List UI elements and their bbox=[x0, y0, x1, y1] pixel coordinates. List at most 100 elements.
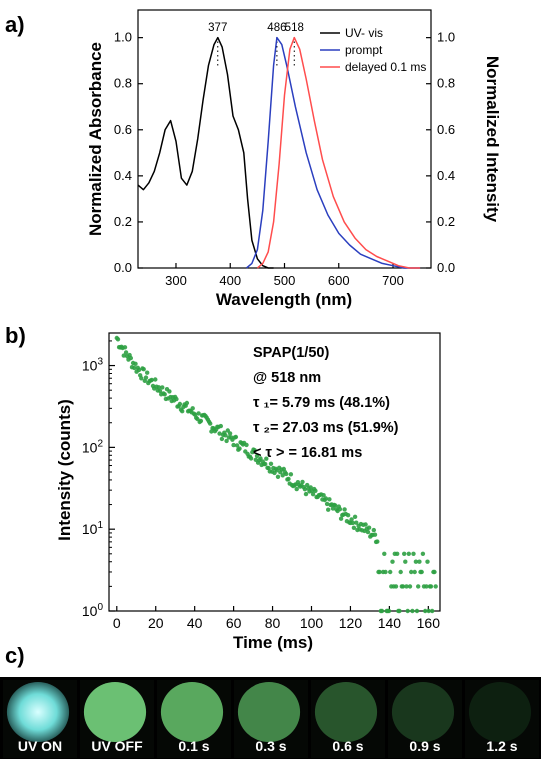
decay-point bbox=[303, 491, 309, 497]
decay-point bbox=[294, 486, 299, 492]
panel-b: b) 0 20 40 60 80 100 120 140 160 100 101 102 103 SP… bbox=[5, 323, 441, 652]
decay-point bbox=[345, 513, 351, 518]
panel-a-x-axis: 300 400 500 600 700 bbox=[165, 263, 404, 288]
decay-point bbox=[157, 388, 163, 394]
panel-a-y-axis-title: Normalized Absorbance bbox=[86, 42, 105, 236]
x-tick-label: 80 bbox=[265, 615, 281, 631]
decay-point bbox=[388, 569, 393, 575]
decay-point bbox=[231, 442, 236, 448]
decay-point bbox=[406, 551, 411, 556]
y-tick-label-right: 0.0 bbox=[437, 260, 455, 275]
x-tick-label: 0 bbox=[113, 615, 121, 631]
y-tick-label: 0.0 bbox=[114, 260, 132, 275]
decay-point bbox=[330, 506, 336, 511]
decay-point bbox=[428, 584, 434, 589]
decay-point bbox=[383, 569, 388, 575]
x-tick-label: 60 bbox=[226, 615, 242, 631]
decay-point bbox=[227, 431, 233, 436]
x-tick-label: 300 bbox=[165, 273, 187, 288]
decay-point bbox=[252, 448, 257, 453]
decay-point bbox=[333, 503, 338, 508]
decay-point bbox=[337, 507, 343, 512]
decay-point bbox=[403, 559, 408, 564]
photo-frame-label: 0.6 s bbox=[332, 738, 363, 754]
decay-point bbox=[286, 476, 291, 482]
decay-point bbox=[419, 569, 424, 575]
decay-point bbox=[423, 608, 428, 614]
decay-point bbox=[386, 608, 392, 614]
decay-point bbox=[248, 456, 254, 461]
decay-point bbox=[313, 488, 318, 493]
decay-point bbox=[371, 527, 376, 533]
decay-point bbox=[284, 471, 289, 477]
x-tick-label: 600 bbox=[328, 273, 350, 288]
panel-a-right-axis: 0.0 0.2 0.4 0.6 0.8 1.0 bbox=[426, 30, 455, 275]
panel-a-left-axis: 0.0 0.2 0.4 0.6 0.8 1.0 bbox=[114, 30, 143, 275]
decay-point bbox=[430, 608, 435, 614]
panel-a-series bbox=[137, 36, 421, 269]
decay-point bbox=[417, 559, 422, 564]
decay-point bbox=[141, 367, 146, 372]
panel-b-decay-points bbox=[114, 335, 438, 614]
decay-point bbox=[402, 551, 407, 556]
peak-label: 518 bbox=[285, 22, 304, 34]
x-tick-label: 20 bbox=[148, 615, 164, 631]
decay-point bbox=[375, 539, 380, 544]
decay-point bbox=[390, 559, 395, 564]
decay-point bbox=[411, 551, 416, 556]
panel-b-annotation: SPAP(1/50) @ 518 nm τ ₁= 5.79 ms (48.1%) τ … bbox=[253, 345, 399, 461]
decay-point bbox=[275, 474, 281, 479]
decay-point bbox=[280, 473, 285, 478]
decay-point bbox=[413, 559, 419, 564]
series-line bbox=[256, 36, 421, 269]
decay-point bbox=[326, 507, 331, 512]
decay-point bbox=[288, 472, 294, 477]
decay-point bbox=[395, 551, 400, 556]
x-tick-label: 120 bbox=[339, 615, 363, 631]
decay-point bbox=[223, 433, 228, 438]
x-tick-label: 100 bbox=[300, 615, 324, 631]
y-tick-label-right: 0.2 bbox=[437, 214, 455, 229]
x-tick-label: 700 bbox=[382, 273, 404, 288]
decay-point bbox=[224, 438, 229, 444]
decay-point bbox=[410, 608, 415, 614]
decay-point bbox=[377, 569, 382, 575]
y-tick-label: 0.2 bbox=[114, 214, 132, 229]
phosphor-glow bbox=[314, 682, 378, 742]
y-tick-label-right: 0.6 bbox=[437, 122, 455, 137]
legend-label: delayed 0.1 ms bbox=[345, 60, 426, 74]
decay-point bbox=[412, 569, 417, 575]
decay-point bbox=[404, 584, 409, 589]
decay-point bbox=[198, 418, 204, 424]
decay-point bbox=[174, 396, 179, 402]
panel-b-y-axis: 100 101 102 103 bbox=[82, 340, 115, 619]
photo-frame-label: 0.9 s bbox=[409, 738, 440, 754]
decay-point bbox=[136, 367, 142, 373]
phosphor-glow bbox=[160, 682, 224, 742]
decay-point bbox=[132, 365, 137, 371]
x-tick-label: 40 bbox=[187, 615, 203, 631]
decay-point bbox=[366, 525, 372, 530]
decay-point bbox=[352, 514, 358, 519]
legend-label: UV- vis bbox=[345, 26, 383, 40]
decay-point bbox=[414, 608, 420, 614]
panel-b-x-axis-title: Time (ms) bbox=[233, 633, 313, 652]
x-tick-label: 160 bbox=[417, 615, 441, 631]
decay-point bbox=[258, 456, 263, 461]
decay-point bbox=[209, 429, 214, 434]
decay-point bbox=[219, 436, 225, 442]
phosphor-glow bbox=[6, 682, 70, 742]
decay-point bbox=[354, 520, 359, 525]
decay-point bbox=[122, 345, 128, 350]
decay-point bbox=[424, 584, 429, 589]
decay-point bbox=[409, 569, 414, 575]
decay-point bbox=[115, 337, 121, 342]
decay-point bbox=[433, 584, 438, 589]
decay-point bbox=[323, 496, 329, 501]
phosphor-glow bbox=[237, 682, 301, 742]
decay-point bbox=[342, 507, 347, 512]
decay-point bbox=[372, 532, 378, 537]
panel-a-label: a) bbox=[5, 12, 25, 37]
legend-label: prompt bbox=[345, 43, 383, 57]
y-tick-label: 103 bbox=[82, 357, 104, 374]
